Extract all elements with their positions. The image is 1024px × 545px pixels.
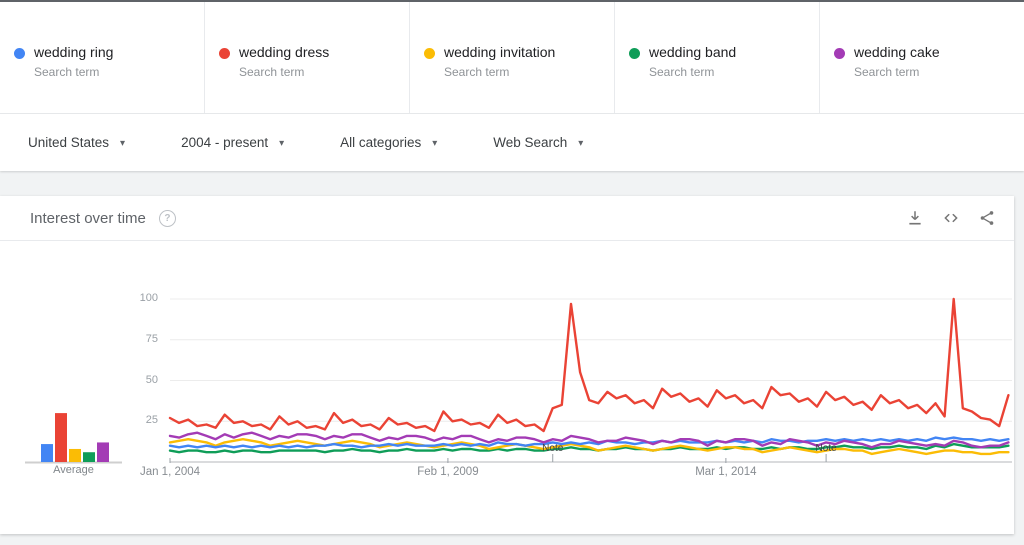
filter-category[interactable]: All categories ▾ xyxy=(340,135,437,150)
trend-line-wedding-invitation xyxy=(168,437,1010,456)
download-icon[interactable] xyxy=(906,209,924,227)
filter-label: United States xyxy=(28,135,110,150)
filter-label: All categories xyxy=(340,135,422,150)
interest-over-time-panel: Interest over time ? Average 25 50 75 100 Ja… xyxy=(0,196,1014,534)
trend-line-wedding-ring xyxy=(168,436,1010,449)
term-card-wedding-dress[interactable]: wedding dress Search term xyxy=(205,2,410,113)
term-card-wedding-ring[interactable]: wedding ring Search term xyxy=(0,2,205,113)
filter-label: 2004 - present xyxy=(181,135,269,150)
panel-title: Interest over time xyxy=(30,209,146,227)
term-color-dot xyxy=(14,48,25,59)
share-icon[interactable] xyxy=(978,209,996,227)
chevron-down-icon: ▾ xyxy=(120,137,126,149)
search-terms-bar: wedding ring Search term wedding dress S… xyxy=(0,0,1024,114)
term-label: wedding invitation xyxy=(444,44,556,60)
term-card-wedding-cake[interactable]: wedding cake Search term xyxy=(820,2,1024,113)
filter-search-type[interactable]: Web Search ▾ xyxy=(493,135,583,150)
trend-line-wedding-band xyxy=(168,442,1010,454)
term-sublabel: Search term xyxy=(34,65,100,79)
average-bar-wedding-dress xyxy=(55,413,67,462)
term-label: wedding dress xyxy=(239,44,330,60)
term-sublabel: Search term xyxy=(444,65,510,79)
filter-country[interactable]: United States ▾ xyxy=(28,135,125,150)
term-sublabel: Search term xyxy=(854,65,920,79)
interest-over-time-chart[interactable]: Average 25 50 75 100 Jan 1, 2004 Feb 1, 2009 M… xyxy=(0,196,1014,534)
term-color-dot xyxy=(629,48,640,59)
panel-header: Interest over time ? xyxy=(0,196,1014,241)
trend-line-wedding-dress xyxy=(168,297,1010,433)
term-label: wedding ring xyxy=(34,44,114,60)
y-axis-label: 50 xyxy=(145,373,158,386)
help-icon[interactable]: ? xyxy=(158,209,176,227)
note-label: Note xyxy=(815,443,837,454)
term-card-wedding-invitation[interactable]: wedding invitation Search term xyxy=(410,2,615,113)
term-color-dot xyxy=(219,48,230,59)
filter-time-range[interactable]: 2004 - present ▾ xyxy=(181,135,284,150)
chevron-down-icon: ▾ xyxy=(432,137,438,149)
trend-lines-plot xyxy=(25,297,1012,464)
term-card-wedding-band[interactable]: wedding band Search term xyxy=(615,2,820,113)
term-label: wedding band xyxy=(649,44,737,60)
embed-icon[interactable] xyxy=(942,209,960,227)
note-label: Note xyxy=(542,443,564,454)
x-axis-label: Feb 1, 2009 xyxy=(417,466,479,478)
term-color-dot xyxy=(834,48,845,59)
term-label: wedding cake xyxy=(854,44,940,60)
trend-line-wedding-cake xyxy=(168,431,1010,449)
filter-label: Web Search xyxy=(493,135,568,150)
chevron-down-icon: ▾ xyxy=(279,137,285,149)
y-axis-label: 75 xyxy=(145,332,158,345)
average-bar-wedding-ring xyxy=(41,444,53,462)
x-axis-label: Mar 1, 2014 xyxy=(695,466,757,478)
average-bar-wedding-cake xyxy=(97,442,109,462)
y-axis-label: 25 xyxy=(145,414,158,427)
term-sublabel: Search term xyxy=(649,65,715,79)
term-color-dot xyxy=(424,48,435,59)
average-bar-wedding-band xyxy=(83,452,95,462)
average-bar-wedding-invitation xyxy=(69,448,81,462)
y-axis-label: 100 xyxy=(139,292,158,304)
filters-bar: United States ▾ 2004 - present ▾ All cat… xyxy=(0,114,1024,171)
average-label: Average xyxy=(53,464,94,476)
x-axis-label: Jan 1, 2004 xyxy=(139,466,201,478)
chevron-down-icon: ▾ xyxy=(578,137,584,149)
term-sublabel: Search term xyxy=(239,65,305,79)
